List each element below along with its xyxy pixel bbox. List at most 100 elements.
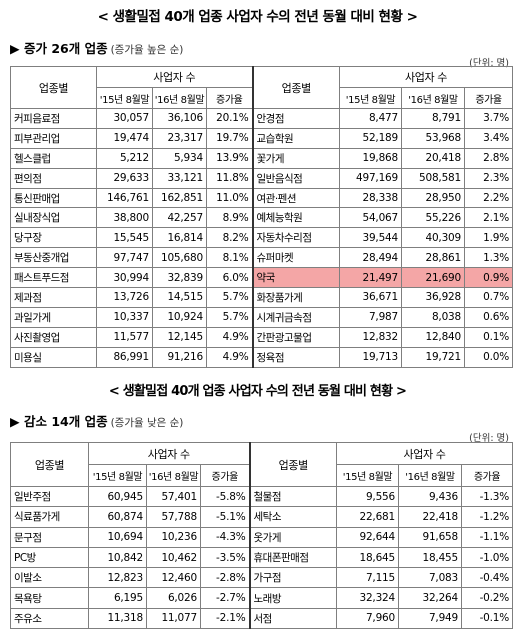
table-row: 과일가게 10,337 10,924 5.7% 시계귀금속점 7,987 8,038 0.6% — [10, 306, 514, 328]
value-2016: 36,106 — [152, 108, 207, 129]
value-2015: 97,747 — [96, 247, 153, 269]
industry-name: 꽃가게 — [251, 147, 341, 169]
value-2016: 42,257 — [152, 207, 207, 229]
value-2015: 7,960 — [336, 607, 400, 630]
value-2016: 162,851 — [152, 187, 207, 209]
page-title: < 생활밀접 40개 업종 사업자 수의 전년 동월 대비 현황 > — [97, 9, 418, 25]
decrease-subheading: (증가율 낮은 순) — [110, 417, 184, 429]
change-rate: -0.1% — [461, 607, 514, 630]
change-rate: 0.1% — [464, 326, 514, 348]
value-2016: 7,949 — [398, 607, 463, 630]
value-2015: 28,338 — [339, 187, 403, 209]
change-rate: 3.4% — [464, 127, 514, 149]
change-rate: 13.9% — [205, 147, 254, 169]
table-row: 패스트푸드점 30,994 32,839 6.0% 약국 21,497 21,690 0.9% — [10, 267, 514, 289]
value-2016: 91,658 — [398, 526, 463, 548]
value-2016: 6,026 — [146, 587, 201, 609]
industry-name: 일반주점 — [10, 485, 89, 508]
value-2015: 7,115 — [336, 567, 400, 589]
header-industry-left: 업종별 — [10, 442, 89, 487]
header-business-count-right: 사업자 수 — [339, 66, 514, 88]
industry-name: 주유소 — [10, 607, 89, 630]
industry-name: 과일가게 — [10, 306, 97, 328]
header-business-count-left: 사업자 수 — [87, 442, 251, 465]
decrease-section-heading: ▶ 감소 14개 업종 (증가율 낮은 순) — [10, 411, 183, 430]
value-2016: 32,264 — [398, 587, 463, 609]
value-2016: 105,680 — [152, 247, 207, 269]
industry-name: 철물점 — [248, 485, 338, 508]
industry-name: 헬스클럽 — [10, 147, 97, 169]
industry-name: 미용실 — [10, 346, 97, 368]
change-rate: 1.3% — [464, 247, 514, 269]
value-2016: 8,038 — [401, 306, 466, 328]
value-2016: 20,418 — [401, 147, 466, 169]
table-row: 통신판매업 146,761 162,851 11.0% 여관·펜션 28,338 28,95… — [10, 187, 514, 209]
change-rate: 2.3% — [464, 167, 514, 189]
value-2016: 33,121 — [152, 167, 207, 189]
decrease-table: 업종별 사업자 수 업종별 사업자 수 '15년 8월말 '16년 8월말 증가… — [10, 442, 514, 630]
table-row: 피부관리업 19,474 23,317 19.7% 교습학원 52,189 53,968 3.… — [10, 127, 514, 149]
industry-name: 편의점 — [10, 167, 97, 189]
value-2016: 18,455 — [398, 546, 463, 569]
industry-name: 안경점 — [251, 108, 341, 129]
table-row: 미용실 86,991 91,216 4.9% 정육점 19,713 19,721 0.0% — [10, 346, 514, 368]
value-2016: 508,581 — [401, 167, 466, 189]
industry-name: 약국 — [251, 267, 341, 289]
header-rate-right: 증가율 — [461, 464, 514, 487]
change-rate: 11.8% — [205, 167, 254, 189]
change-rate: 8.1% — [205, 247, 254, 269]
industry-name: 패스트푸드점 — [10, 267, 97, 289]
value-2015: 60,874 — [88, 506, 147, 528]
industry-name: 교습학원 — [251, 127, 341, 149]
value-2015: 92,644 — [336, 526, 400, 548]
industry-name: 식료품가게 — [10, 506, 89, 528]
header-2016-left: '16년 8월말 — [152, 87, 207, 109]
change-rate: 0.7% — [464, 287, 514, 308]
industry-name: 화장품가게 — [251, 287, 341, 308]
header-2016-left: '16년 8월말 — [146, 464, 201, 487]
value-2015: 11,318 — [88, 607, 147, 630]
value-2016: 7,083 — [398, 567, 463, 589]
table-row: 실내장식업 38,800 42,257 8.9% 예체능학원 54,067 55,226 2.… — [10, 207, 514, 229]
value-2016: 32,839 — [152, 267, 207, 289]
change-rate: 5.7% — [205, 306, 254, 328]
industry-name: 부동산중개업 — [10, 247, 97, 269]
change-rate: -0.4% — [461, 567, 514, 589]
change-rate: -5.8% — [199, 485, 251, 508]
change-rate: -2.8% — [199, 567, 251, 589]
header-industry-right: 업종별 — [248, 442, 338, 487]
value-2016: 19,721 — [401, 346, 466, 368]
change-rate: -0.2% — [461, 587, 514, 609]
table-row: 목욕탕 6,195 6,026 -2.7% 노래방 32,324 32,264 -0.2% — [10, 587, 514, 609]
increase-unit-label: (단위: 명) — [469, 58, 509, 69]
value-2015: 19,474 — [96, 127, 153, 149]
industry-name: 가구점 — [248, 567, 338, 589]
value-2016: 14,515 — [152, 287, 207, 308]
industry-name: 세탁소 — [248, 506, 338, 528]
increase-section-heading: ▶ 증가 26개 업종 (증가율 높은 순) — [10, 38, 183, 57]
value-2015: 21,497 — [339, 267, 403, 289]
value-2015: 6,195 — [88, 587, 147, 609]
table-row: 이발소 12,823 12,460 -2.8% 가구점 7,115 7,083 -0.4% — [10, 567, 514, 589]
industry-name: 일반음식점 — [251, 167, 341, 189]
value-2015: 12,832 — [339, 326, 403, 348]
value-2016: 12,145 — [152, 326, 207, 348]
industry-name: 예체능학원 — [251, 207, 341, 229]
value-2016: 5,934 — [152, 147, 207, 169]
value-2015: 10,337 — [96, 306, 153, 328]
change-rate: 0.0% — [464, 346, 514, 368]
header-2016-right: '16년 8월말 — [398, 464, 463, 487]
value-2016: 12,840 — [401, 326, 466, 348]
value-2015: 28,494 — [339, 247, 403, 269]
value-2015: 18,645 — [336, 546, 400, 569]
value-2015: 12,823 — [88, 567, 147, 589]
decrease-heading-text: ▶ 감소 14개 업종 — [10, 414, 108, 429]
industry-name: 간판광고물업 — [251, 326, 341, 348]
change-rate: 8.2% — [205, 227, 254, 249]
table-row: 문구점 10,694 10,236 -4.3% 옷가게 92,644 91,658 -1.1% — [10, 526, 514, 548]
change-rate: -1.3% — [461, 485, 514, 508]
change-rate: 20.1% — [205, 108, 254, 129]
value-2015: 13,726 — [96, 287, 153, 308]
table-row: 사진촬영업 11,577 12,145 4.9% 간판광고물업 12,832 12,840 0… — [10, 326, 514, 348]
value-2016: 10,462 — [146, 546, 201, 569]
